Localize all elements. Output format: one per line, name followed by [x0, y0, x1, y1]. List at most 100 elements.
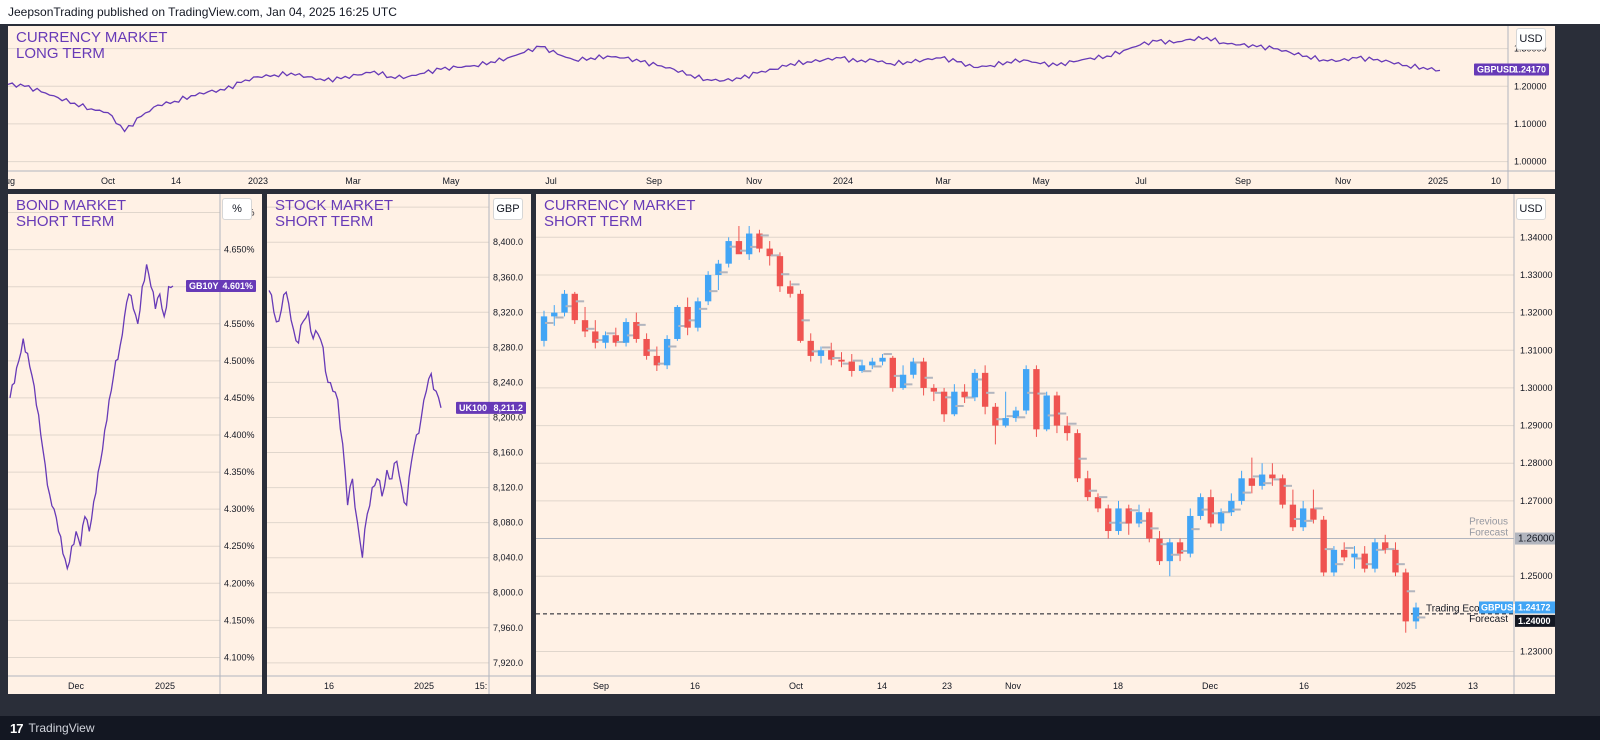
x-tick-label: 10 — [1491, 176, 1501, 186]
x-tick-label: 23 — [942, 681, 952, 691]
short-term-currency-panel[interactable]: 1.34000 1.33000 1.32000 1.31000 1.30000 1.290… — [536, 194, 1555, 694]
candle-body — [1176, 542, 1184, 554]
previous-forecast-tag-bg — [1515, 532, 1555, 545]
panel-title: CURRENCY MARKET LONG TERM — [16, 29, 168, 62]
y-tick-label: 8,240.0 — [493, 377, 523, 387]
y-tick-label: 1.27000 — [1520, 496, 1553, 506]
y-tick-label: 1.30000 — [1520, 383, 1553, 393]
candle-body — [1392, 549, 1399, 573]
gb10y-yield-line — [9, 264, 174, 571]
candle-body — [1074, 433, 1081, 479]
last-price-tag-bg — [1515, 601, 1555, 614]
currency-unit-button[interactable]: USD — [1516, 198, 1546, 220]
forecast-note: Forecast — [1469, 614, 1508, 625]
candle-body — [1217, 512, 1225, 524]
y-tick-label: 1.23000 — [1520, 647, 1553, 657]
y-tick-label: 8,400.0 — [493, 237, 523, 247]
tradingview-logo-icon[interactable]: 17 — [10, 720, 24, 736]
candle-body — [889, 357, 896, 388]
candle-body — [776, 256, 784, 287]
candle-body — [838, 359, 845, 362]
x-tick-label: Oct — [101, 176, 116, 186]
candle-body — [848, 361, 855, 371]
candle-body — [715, 263, 722, 275]
currency-unit-button[interactable]: USD — [1516, 28, 1546, 50]
stock-chart[interactable]: 8,440.08,400.08,360.08,320.08,280.08,240… — [267, 194, 531, 694]
bond-market-panel[interactable]: 4.700%4.650%4.600%4.550%4.500%4.450%4.40… — [8, 194, 262, 694]
candle-body — [1125, 508, 1132, 524]
candle-body — [1330, 549, 1338, 573]
candle-body — [735, 241, 743, 255]
trading-economics-note: Trading Eco — [1426, 603, 1480, 614]
candle-body — [1084, 478, 1091, 498]
stock-market-panel[interactable]: 8,440.08,400.08,360.08,320.08,280.08,240… — [267, 194, 531, 694]
y-tick-label: 4.150% — [224, 615, 255, 625]
x-tick-label: Dec — [68, 681, 85, 691]
panel-title: BOND MARKET SHORT TERM — [16, 197, 127, 230]
candle-body — [910, 361, 917, 375]
bond-chart[interactable]: 4.700%4.650%4.600%4.550%4.500%4.450%4.40… — [8, 194, 262, 694]
candle-body — [1299, 508, 1307, 528]
candle-body — [1166, 542, 1173, 562]
x-tick-label: 14 — [877, 681, 887, 691]
publish-text: JeepsonTrading published on TradingView.… — [8, 5, 397, 19]
percent-unit-button[interactable]: % — [222, 198, 252, 220]
last-index-tag-symbol: UK100 — [459, 403, 487, 413]
x-tick-label: Mar — [935, 176, 951, 186]
candle-body — [1115, 508, 1122, 532]
gbp-unit-button[interactable]: GBP — [493, 198, 523, 220]
brand-name[interactable]: TradingView — [28, 721, 95, 735]
candle-body — [981, 372, 989, 407]
candle-body — [612, 335, 619, 343]
y-tick-label: 1.25000 — [1520, 571, 1553, 581]
x-tick-label: Sep — [1235, 176, 1251, 186]
candle-body — [817, 350, 825, 356]
candle-body — [1156, 538, 1163, 562]
candle-body — [930, 387, 938, 392]
candle-body — [1197, 497, 1204, 516]
y-tick-label: 7,960.0 — [493, 623, 523, 633]
candle-body — [1341, 549, 1348, 558]
long-term-chart[interactable]: 1.300001.200001.100001.00000ugOct142023M… — [8, 26, 1555, 189]
x-tick-label: ug — [8, 176, 15, 186]
candle-body — [1258, 474, 1266, 486]
x-tick-label: 13 — [1468, 681, 1478, 691]
symbol-tag-text: GBPUSD — [1481, 602, 1520, 612]
candle-body — [653, 355, 661, 366]
x-tick-label: 2025 — [1396, 681, 1416, 691]
candle-body — [1248, 478, 1256, 486]
candle-body — [879, 357, 886, 362]
candle-body — [704, 274, 712, 302]
previous-forecast-value: 1.26000 — [1518, 534, 1555, 545]
forecast-tag-value: 1.24000 — [1518, 616, 1551, 626]
x-tick-label: Oct — [789, 681, 804, 691]
candle-body — [1146, 512, 1153, 539]
short-term-candle-chart[interactable]: 1.34000 1.33000 1.32000 1.31000 1.30000 1.290… — [536, 194, 1555, 694]
candle-body — [581, 320, 589, 332]
last-price-tag-value: 1.24170 — [1513, 64, 1546, 74]
candle-body — [1228, 500, 1235, 513]
x-tick-label: Nov — [1005, 681, 1022, 691]
y-tick-label: 8,000.0 — [493, 588, 523, 598]
symbol-tag-bg — [1479, 601, 1513, 614]
last-yield-tag-symbol: GB10Y — [189, 281, 219, 291]
candle-body — [551, 312, 558, 317]
candle-body — [1064, 425, 1071, 434]
publish-header: JeepsonTrading published on TradingView.… — [0, 0, 1600, 24]
y-tick-label: 4.500% — [224, 356, 255, 366]
candle-body — [1351, 553, 1358, 558]
y-tick-label: 8,120.0 — [493, 483, 523, 493]
y-tick-label: 1.34000 — [1520, 232, 1553, 242]
y-tick-label: 8,080.0 — [493, 518, 523, 528]
y-tick-label: 1.31000 — [1520, 345, 1553, 355]
x-tick-label: Jul — [545, 176, 557, 186]
x-tick-label: 2025 — [155, 681, 175, 691]
last-price-tag-bg — [1474, 63, 1549, 76]
y-tick-label: 4.250% — [224, 541, 255, 551]
long-term-currency-panel[interactable]: 1.300001.200001.100001.00000ugOct142023M… — [8, 26, 1555, 189]
last-yield-tag-bg — [186, 279, 256, 292]
panel-title: STOCK MARKET SHORT TERM — [275, 197, 394, 230]
gbpusd-price-line — [8, 35, 1441, 133]
candle-body — [1012, 410, 1020, 419]
forecast-tag-bg — [1515, 614, 1555, 627]
